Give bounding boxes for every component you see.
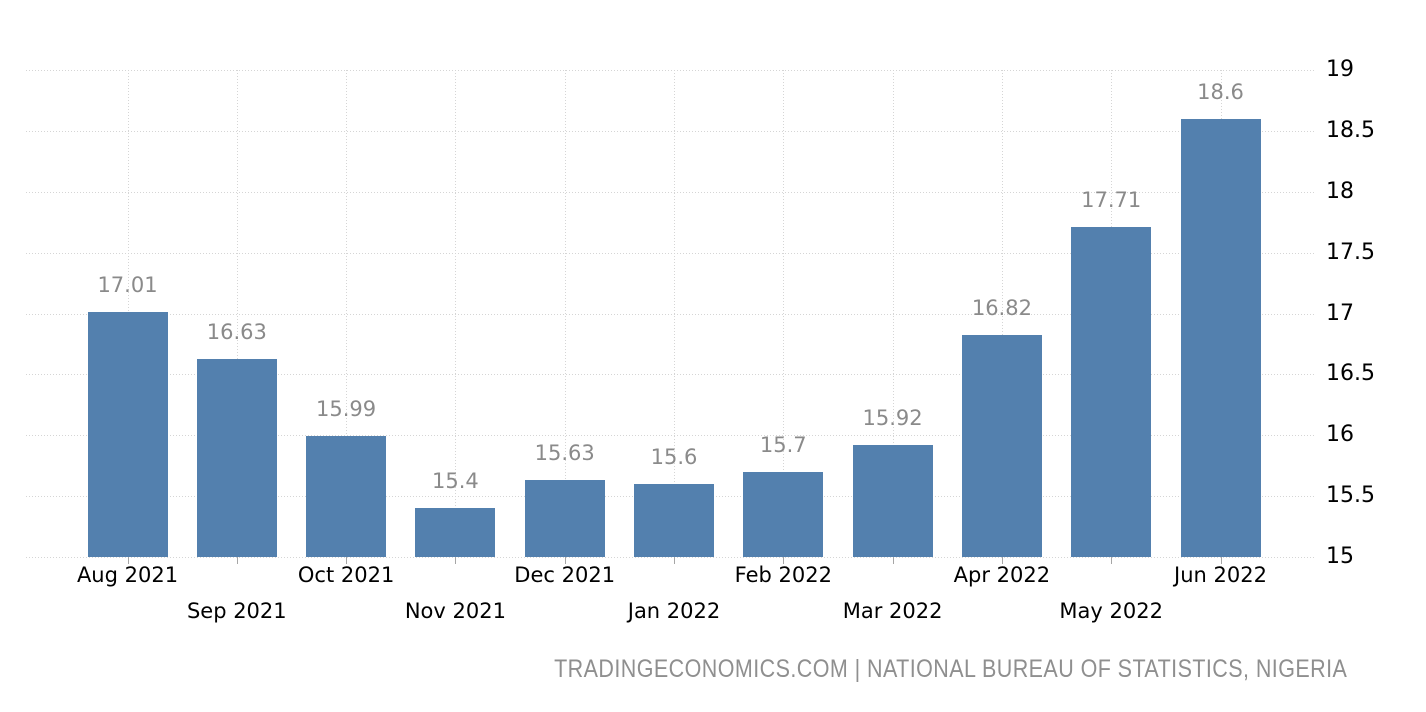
bar[interactable] [306,436,387,557]
bar-value-label: 15.4 [432,469,479,494]
x-axis-label: Oct 2021 [297,563,395,587]
bar[interactable] [415,508,496,557]
gridline-vertical [455,70,457,557]
bar[interactable] [634,483,714,557]
bar-value-label: 15.6 [650,444,698,469]
bar[interactable] [1180,118,1261,557]
x-axis-label: Dec 2021 [514,563,616,587]
gridline-horizontal [26,557,1315,558]
y-axis-label: 18.5 [1326,117,1375,143]
axis-tick [674,557,675,564]
axis-tick [236,557,238,564]
x-axis-label: Jan 2022 [627,599,721,623]
gridline-horizontal [26,191,1315,193]
bar-value-label: 15.7 [759,432,807,457]
bar[interactable] [524,480,605,557]
y-axis-label: 15.5 [1326,483,1375,509]
bar-value-label: 17.71 [1081,188,1142,213]
y-axis-label: 17 [1326,300,1354,326]
y-axis-label: 19 [1326,57,1354,82]
axis-tick [1111,557,1113,564]
y-axis-label: 15 [1326,544,1354,569]
axis-tick [127,557,129,564]
gridline-vertical [674,70,675,557]
gridline-vertical [892,70,894,557]
gridline-horizontal [26,252,1315,254]
x-axis-label: Apr 2022 [953,563,1051,587]
axis-tick [346,557,348,564]
bar-value-label: 15.63 [534,441,595,466]
x-axis-label: Sep 2021 [186,599,287,623]
bar[interactable] [87,312,168,557]
axis-tick [892,557,894,564]
y-axis-label: 16 [1326,422,1354,448]
y-axis-label: 16.5 [1326,361,1375,387]
y-axis-label: 17.5 [1326,239,1375,265]
y-axis-label: 18 [1326,178,1354,204]
axis-tick [783,557,785,564]
x-axis-label: Aug 2021 [76,563,179,587]
gridline-horizontal [26,313,1315,315]
axis-tick [564,557,566,564]
gridline-vertical [564,70,566,557]
bar[interactable] [1071,227,1152,557]
x-axis-label: Mar 2022 [842,599,943,623]
gridline-horizontal [26,70,1315,71]
bar[interactable] [743,471,824,557]
axis-tick [1001,557,1003,564]
bar-value-label: 17.01 [97,273,158,298]
attribution-text: TRADINGECONOMICS.COM | NATIONAL BUREAU O… [553,655,1347,683]
x-axis-label: Jun 2022 [1174,563,1267,587]
bar[interactable] [852,444,933,557]
axis-tick [1220,557,1222,564]
gridline-horizontal [26,374,1315,376]
gridline-vertical [236,70,238,557]
bar-value-label: 18.6 [1197,79,1244,104]
gridline-horizontal [26,435,1315,437]
bar[interactable] [196,358,277,557]
gridline-vertical [346,70,348,557]
x-axis-label: Feb 2022 [734,563,832,587]
gridline-vertical [1001,70,1003,557]
x-axis-label: Nov 2021 [404,599,506,623]
axis-tick [455,557,457,564]
bar-value-label: 16.63 [206,319,267,344]
bar-value-label: 16.82 [971,296,1032,321]
bar-value-label: 15.99 [316,397,377,422]
bar[interactable] [961,335,1042,557]
gridline-vertical [783,70,785,557]
gridline-horizontal [26,130,1315,132]
x-axis-label: May 2022 [1059,599,1163,623]
bar-value-label: 15.92 [862,405,923,430]
